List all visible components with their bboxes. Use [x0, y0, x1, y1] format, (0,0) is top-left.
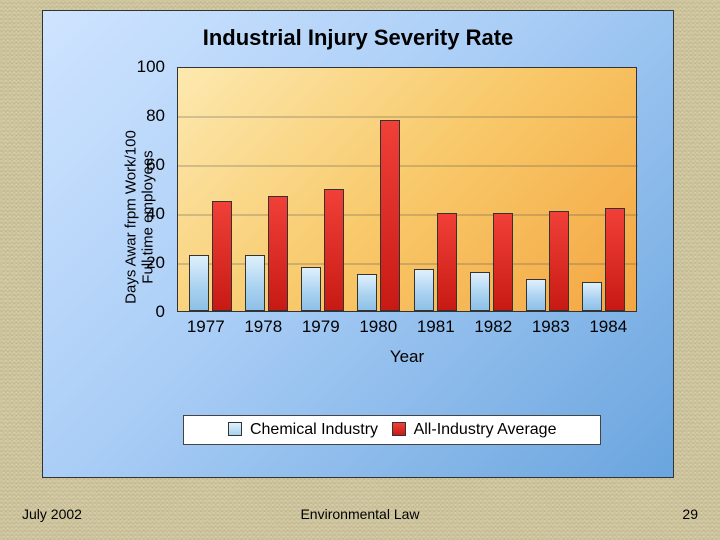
bar-group — [295, 68, 351, 311]
legend: Chemical Industry All-Industry Average — [183, 415, 601, 445]
y-tick: 40 — [146, 204, 165, 224]
bar-all — [212, 201, 232, 311]
y-tick: 0 — [156, 302, 165, 322]
legend-item-chem: Chemical Industry — [228, 421, 379, 439]
bar-chem — [357, 274, 377, 311]
footer-title: Environmental Law — [0, 506, 720, 522]
x-tick: 1980 — [350, 317, 408, 341]
x-tick: 1981 — [407, 317, 465, 341]
x-tick: 1982 — [465, 317, 523, 341]
bar-all — [437, 213, 457, 311]
bar-group — [182, 68, 238, 311]
bar-group — [238, 68, 294, 311]
bar-group — [463, 68, 519, 311]
bar-all — [605, 208, 625, 311]
bar-chem — [470, 272, 490, 311]
bar-chem — [301, 267, 321, 311]
x-axis-label: Year — [177, 347, 637, 367]
y-axis-ticks: 020406080100 — [121, 67, 171, 312]
x-tick: 1983 — [522, 317, 580, 341]
bar-chem — [414, 269, 434, 311]
bar-all — [380, 120, 400, 311]
bar-all — [268, 196, 288, 311]
bar-chem — [582, 282, 602, 311]
footer-page: 29 — [682, 506, 698, 522]
legend-label-chem: Chemical Industry — [250, 421, 378, 438]
y-tick: 20 — [146, 253, 165, 273]
bar-chem — [245, 255, 265, 311]
slide-footer: July 2002 Environmental Law 29 — [0, 506, 720, 526]
bar-group — [576, 68, 632, 311]
y-tick: 100 — [137, 57, 165, 77]
bar-group — [407, 68, 463, 311]
chart-slide: Industrial Injury Severity Rate Days Awa… — [42, 10, 674, 478]
bar-chem — [526, 279, 546, 311]
bar-all — [493, 213, 513, 311]
bar-group — [520, 68, 576, 311]
x-tick: 1978 — [235, 317, 293, 341]
bar-all — [549, 211, 569, 311]
bar-chem — [189, 255, 209, 311]
legend-swatch-all — [392, 422, 406, 436]
bar-group — [351, 68, 407, 311]
bar-all — [324, 189, 344, 312]
chart-title: Industrial Injury Severity Rate — [43, 11, 673, 51]
y-tick: 80 — [146, 106, 165, 126]
chart-area: Days Awar frpm Work/100 Full time employ… — [91, 67, 649, 367]
y-tick: 60 — [146, 155, 165, 175]
legend-item-all: All-Industry Average — [392, 421, 556, 439]
x-tick: 1977 — [177, 317, 235, 341]
legend-swatch-chem — [228, 422, 242, 436]
x-axis-ticks: 19771978197919801981198219831984 — [177, 317, 637, 341]
legend-label-all: All-Industry Average — [414, 421, 557, 438]
x-tick: 1984 — [580, 317, 638, 341]
x-tick: 1979 — [292, 317, 350, 341]
plot-area — [177, 67, 637, 312]
